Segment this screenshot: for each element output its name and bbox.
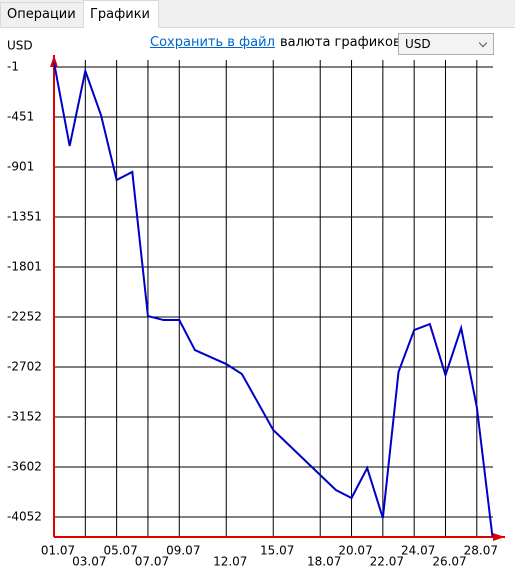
tab-strip: Операции Графики [0, 0, 515, 28]
y-tick-label: -3602 [7, 460, 42, 474]
x-tick-label: 20.07 [338, 544, 372, 558]
save-link[interactable]: Сохранить в файл [150, 35, 275, 50]
x-tick-label: 05.07 [103, 544, 137, 558]
y-axis-arrow [50, 55, 58, 67]
x-axis-arrow [493, 533, 505, 541]
y-tick-label: -2252 [7, 310, 42, 324]
x-tick-label: 07.07 [135, 555, 169, 569]
y-tick-label: -4052 [7, 510, 42, 524]
x-tick-label: 18.07 [307, 555, 341, 569]
y-tick-label: -3152 [7, 410, 42, 424]
y-tick-label: -451 [7, 109, 34, 123]
y-tick-label: -1351 [7, 209, 42, 223]
x-tick-label: 01.07 [41, 544, 75, 558]
y-tick-label: -2702 [7, 360, 42, 374]
y-tick-label: -1 [7, 59, 19, 73]
data-line [53, 62, 494, 537]
x-tick-label: 12.07 [213, 555, 247, 569]
x-tick-label: 24.07 [401, 544, 435, 558]
x-tick-label: 03.07 [72, 555, 106, 569]
y-tick-label: -901 [7, 159, 34, 173]
x-tick-label: 28.07 [464, 544, 498, 558]
y-tick-label: -1801 [7, 259, 42, 273]
x-tick-label: 09.07 [166, 544, 200, 558]
x-tick-label: 26.07 [432, 555, 466, 569]
currency-select[interactable]: USD [398, 33, 494, 55]
x-tick-label: 22.07 [370, 555, 404, 569]
y-axis-label: USD [7, 39, 33, 53]
currency-label: валюта графиков [280, 35, 401, 50]
x-tick-label: 15.07 [260, 544, 294, 558]
tab-active[interactable]: Графики [83, 0, 159, 28]
